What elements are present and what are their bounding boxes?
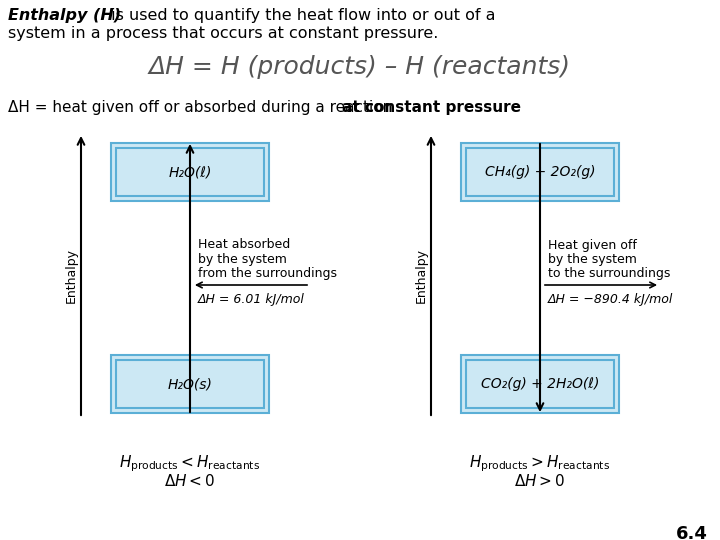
Text: $\Delta \mathit{H} < 0$: $\Delta \mathit{H} < 0$ [164, 473, 215, 489]
Bar [461, 143, 619, 201]
Text: CH₄(g) + 2O₂(g): CH₄(g) + 2O₂(g) [485, 165, 595, 179]
Text: ΔH = −890.4 kJ/mol: ΔH = −890.4 kJ/mol [548, 293, 673, 306]
Bar [111, 143, 269, 201]
Text: Enthalpy: Enthalpy [65, 248, 78, 303]
Text: ΔH = 6.01 kJ/mol: ΔH = 6.01 kJ/mol [198, 293, 305, 306]
Bar [466, 148, 614, 196]
Text: Heat given off: Heat given off [548, 239, 637, 252]
Text: $\mathit{H}_\mathrm{products} < \mathit{H}_\mathrm{reactants}$: $\mathit{H}_\mathrm{products} < \mathit{… [120, 453, 261, 474]
Bar [111, 355, 269, 413]
Text: ΔH = heat given off or absorbed during a reaction: ΔH = heat given off or absorbed during a… [8, 100, 397, 115]
Text: $\Delta \mathit{H} > 0$: $\Delta \mathit{H} > 0$ [514, 473, 566, 489]
Text: $\mathit{H}_\mathrm{products} > \mathit{H}_\mathrm{reactants}$: $\mathit{H}_\mathrm{products} > \mathit{… [469, 453, 611, 474]
Text: from the surroundings: from the surroundings [198, 267, 337, 280]
Text: H₂O(s): H₂O(s) [168, 377, 212, 391]
Bar [466, 360, 614, 408]
Text: system in a process that occurs at constant pressure.: system in a process that occurs at const… [8, 26, 438, 41]
Bar [116, 360, 264, 408]
Bar [461, 355, 619, 413]
Text: Enthalpy (H): Enthalpy (H) [8, 8, 121, 23]
Bar [116, 148, 264, 196]
Text: by the system: by the system [198, 253, 287, 266]
Text: Heat absorbed: Heat absorbed [198, 239, 290, 252]
Text: Enthalpy: Enthalpy [415, 248, 428, 303]
Text: ΔH = H (products) – H (reactants): ΔH = H (products) – H (reactants) [149, 55, 571, 79]
Text: CO₂(g) + 2H₂O(ℓ): CO₂(g) + 2H₂O(ℓ) [481, 377, 599, 391]
Text: H₂O(ℓ): H₂O(ℓ) [168, 165, 212, 179]
Text: 6.4: 6.4 [676, 525, 708, 540]
Text: is used to quantify the heat flow into or out of a: is used to quantify the heat flow into o… [106, 8, 495, 23]
Text: to the surroundings: to the surroundings [548, 267, 670, 280]
Text: at constant pressure: at constant pressure [342, 100, 521, 115]
Text: by the system: by the system [548, 253, 637, 266]
